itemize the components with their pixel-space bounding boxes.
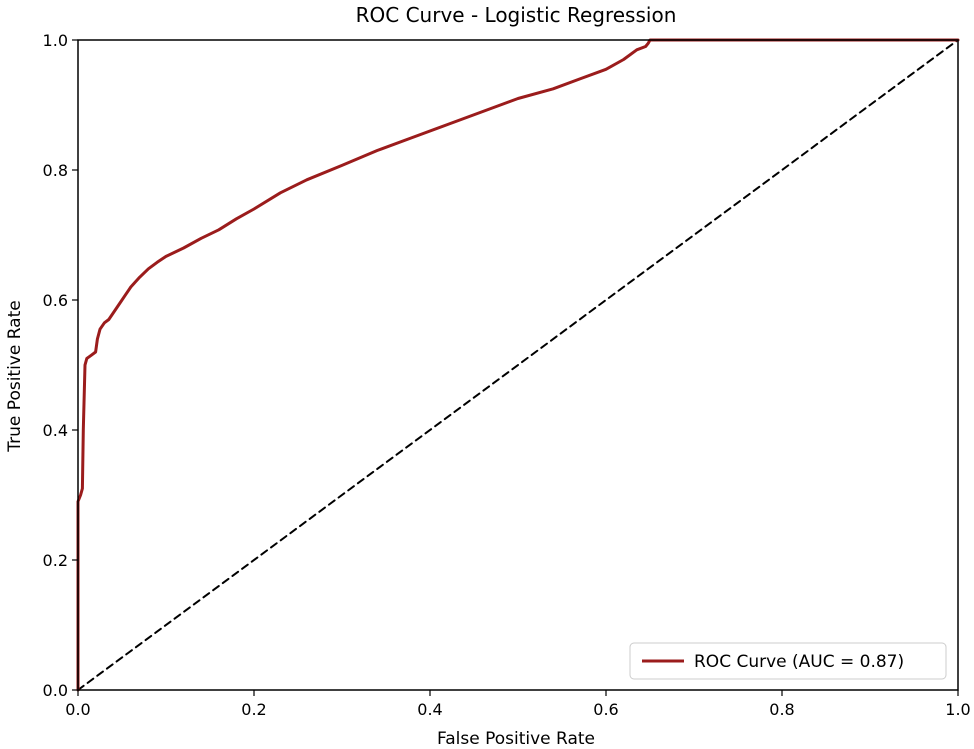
y-tick-label: 0.2 xyxy=(43,551,68,570)
x-tick-label: 1.0 xyxy=(945,700,970,719)
y-tick-label: 0.8 xyxy=(43,161,68,180)
legend: ROC Curve (AUC = 0.87) xyxy=(629,642,947,680)
y-tick-label: 0.6 xyxy=(43,291,68,310)
chance-diagonal-line xyxy=(77,39,959,691)
x-tick-label: 0.8 xyxy=(769,700,794,719)
legend-label-roc: ROC Curve (AUC = 0.87) xyxy=(694,652,904,672)
x-axis-label: False Positive Rate xyxy=(437,729,595,749)
chart-title: ROC Curve - Logistic Regression xyxy=(356,3,677,27)
series-layer xyxy=(76,38,960,692)
x-tick-label: 0.6 xyxy=(593,700,618,719)
y-axis-label: True Positive Rate xyxy=(5,300,25,452)
y-tick-label: 1.0 xyxy=(43,31,68,50)
y-tick-label: 0.4 xyxy=(43,421,68,440)
plot-frame xyxy=(77,39,959,691)
x-tick-label: 0.2 xyxy=(241,700,266,719)
x-tick-label: 0.0 xyxy=(65,700,90,719)
x-axis: 0.0 0.2 0.4 0.6 0.8 1.0 xyxy=(65,690,971,719)
legend-box xyxy=(629,642,947,680)
y-tick-label: 0.0 xyxy=(43,681,68,700)
roc-curve-line xyxy=(76,38,960,692)
x-tick-label: 0.4 xyxy=(417,700,442,719)
y-axis: 0.0 0.2 0.4 0.6 0.8 1.0 xyxy=(43,31,78,700)
